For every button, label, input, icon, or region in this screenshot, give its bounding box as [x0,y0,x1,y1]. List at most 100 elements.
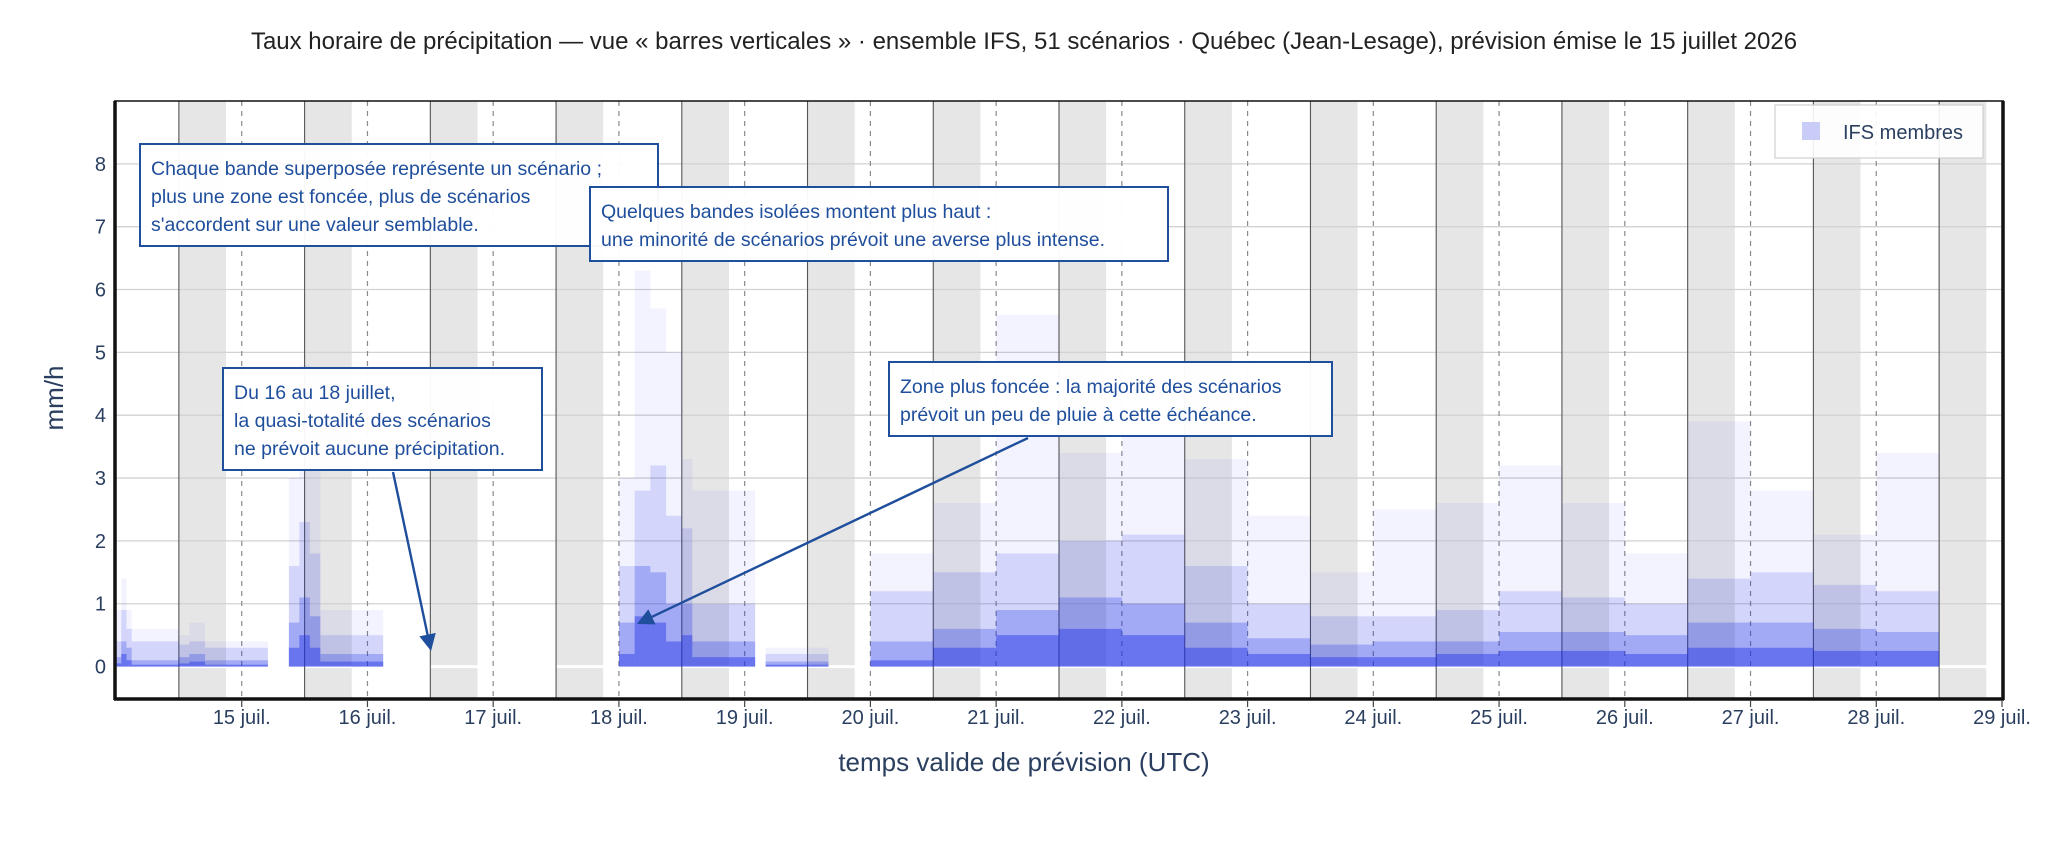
annotation-box [222,367,543,471]
member-bar-p50 [681,635,693,667]
member-bar-p95 [1373,616,1437,667]
member-bar-p50 [618,654,635,667]
annotation-text: la quasi-totalité des scénarios [234,410,491,432]
x-tick-label: 29 juil. [1973,707,2031,729]
member-bar-p50 [320,661,384,667]
annotation-text: Zone plus foncée : la majorité des scéna… [900,376,1282,398]
member-bar-p95 [1750,572,1814,667]
y-tick-label: 1 [95,594,106,616]
y-tick-label: 3 [95,468,106,490]
member-bar-p95 [121,610,127,667]
member-bar-p75 [288,622,300,667]
x-tick-label: 24 juil. [1344,707,1402,729]
member-bar-max [1059,452,1122,667]
annotation-box [589,186,1169,262]
member-bar-p75 [1059,597,1122,667]
member-bar-p75 [1373,641,1437,667]
member-bar-p75 [765,661,829,667]
member-bar-p50 [1436,654,1500,667]
member-bar-p50 [299,635,310,667]
member-bar-p50 [1373,657,1437,667]
x-tick-label: 16 juil. [339,707,397,729]
member-bar-p95 [1876,591,1940,667]
member-bar-p50 [666,641,682,667]
annotations: Chaque bande superposée représente un sc… [139,143,1333,652]
y-axis-title: mm/h [39,366,69,431]
member-bar-p50 [309,647,321,667]
annotation-text: s'accordent sur une valeur semblable. [151,214,479,236]
member-bar-p50 [1876,650,1940,667]
legend[interactable]: IFS membres [1774,104,1984,159]
member-bar-max [650,308,667,667]
member-bar-p75 [320,654,384,667]
member-bar-p50 [126,660,132,667]
member-bar-p95 [189,641,206,667]
x-axis-ticks: 15 juil. 16 juil. 17 juil. 18 juil. 19 juil.… [213,701,2031,729]
member-bar-p50 [765,664,829,667]
member-bar-max [1310,572,1374,667]
member-bar-p75 [1813,628,1877,667]
member-bar-max [121,578,127,667]
member-bar-p95 [116,641,122,667]
member-bar-p95 [1247,603,1311,667]
x-tick-label: 25 juil. [1470,707,1528,729]
y-tick-label: 4 [95,405,106,427]
member-bar-p50 [634,616,651,667]
x-tick-label: 21 juil. [967,707,1025,729]
member-bar-p75 [1184,622,1248,667]
member-bar-p50 [116,663,122,667]
x-tick-label: 27 juil. [1722,707,1780,729]
x-tick-label: 18 juil. [590,707,648,729]
y-tick-label: 7 [95,217,106,239]
member-bar-max [1561,503,1625,667]
member-bar-p95 [666,515,682,667]
member-bar-p95 [1813,584,1877,667]
member-bar-max [692,490,756,667]
member-bar-max [618,478,635,667]
annotation-1: Chaque bande superposée représente un sc… [139,143,659,247]
ensemble-bars [116,270,1940,667]
member-bar-max [299,364,310,667]
member-bar-p50 [692,657,756,667]
member-bar-max [1813,534,1877,667]
member-bar-p95 [996,553,1059,667]
annotation-3: Du 16 au 18 juillet, la quasi-totalité de… [222,367,543,652]
member-bar-p50 [205,664,268,667]
member-bar-p75 [121,641,127,667]
member-bar-max [131,628,179,667]
member-bar-p95 [1499,591,1562,667]
member-bar-p95 [1184,566,1248,667]
annotation-text: une minorité de scénarios prévoit une av… [601,229,1105,251]
member-bar-p75 [1561,632,1625,667]
member-bar-p95 [309,553,321,667]
member-bar-p75 [933,628,997,667]
annotation-arrow [391,471,436,652]
x-axis-title: temps valide de prévision (UTC) [838,747,1209,777]
annotation-arrow [636,436,1029,625]
member-bar-p75 [1247,638,1311,667]
member-bar-p50 [933,647,997,667]
annotation-2: Quelques bandes isolées montent plus hau… [589,186,1169,262]
member-bar-p75 [1436,641,1500,667]
y-tick-label: 0 [95,657,106,679]
annotation-text: Chaque bande superposée représente un sc… [151,158,602,180]
member-bar-p95 [1121,534,1185,667]
member-bar-p75 [996,610,1059,667]
annotation-text: ne prévoit aucune précipitation. [234,438,505,460]
member-bar-p75 [299,597,310,667]
member-bar-max [681,459,693,667]
annotation-text: prévoit un peu de pluie à cette échéance… [900,404,1257,426]
member-bar-p50 [189,661,206,667]
annotation-box [888,361,1333,437]
member-bar-p75 [131,660,179,667]
member-bar-p50 [131,664,179,667]
member-bar-max [1687,421,1751,667]
member-bar-max [205,641,268,667]
x-tick-label: 26 juil. [1596,707,1654,729]
member-bar-max [634,270,651,667]
x-tick-label: 20 juil. [841,707,899,729]
member-bar-max [1121,415,1185,667]
member-bar-p95 [1059,540,1122,667]
member-bar-p95 [933,572,997,667]
